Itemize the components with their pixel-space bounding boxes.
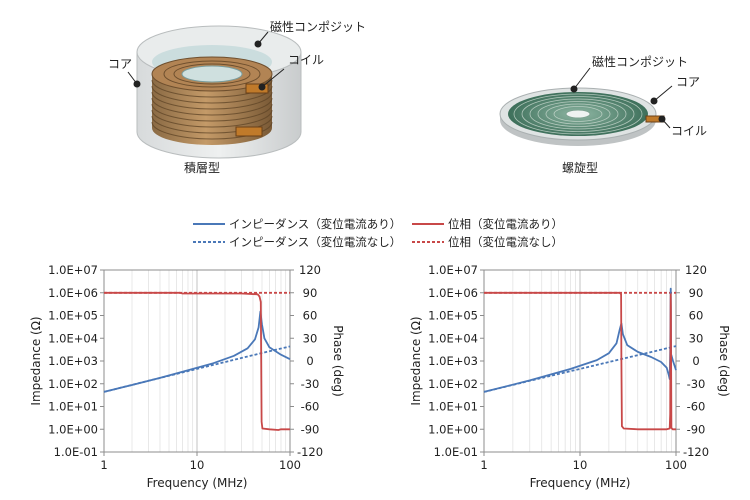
chart1-series-phase-solid (104, 291, 290, 431)
stacked-coil-illustration (136, 25, 302, 159)
stacked-label-composite: 磁性コンポジット (270, 19, 366, 34)
chart-legend: インピーダンス（変位電流あり） インピーダンス（変位電流なし） 位相（変位電流あ… (193, 217, 563, 249)
chart1-ytick-left-label: 1.0E+03 (48, 354, 98, 368)
chart2-series-phase-solid (484, 291, 676, 431)
chart2-ytick-right-label: -120 (683, 445, 709, 459)
chart1-ytick-right-label: -90 (301, 422, 320, 436)
chart2-series-impedance-dashed (483, 345, 677, 393)
spiral-coil-illustration (499, 87, 665, 146)
chart1-xtick-label: 10 (190, 458, 205, 472)
chart2-ytick-right-label: -90 (687, 422, 706, 436)
chart1-ytick-left-label: 1.0E+05 (48, 309, 98, 323)
chart2-xtick-label: 100 (665, 458, 687, 472)
chart1-ytick-right-label: 90 (303, 286, 318, 300)
chart2-ytick-left-label: 1.0E+03 (428, 354, 478, 368)
chart2-ytick-right-label: 120 (685, 263, 707, 277)
chart1-ytick-left-label: 1.0E+01 (48, 400, 98, 414)
chart1-ytick-right-label: 60 (303, 309, 318, 323)
stacked-label-leaders (127, 31, 285, 91)
legend-impedance-without-label: インピーダンス（変位電流なし） (229, 235, 401, 249)
chart2-ytick-left-label: 1.0E+01 (428, 400, 478, 414)
chart1-ylabel-left: Impedance (Ω) (29, 316, 43, 405)
spiral-windings (513, 93, 643, 135)
chart2-ytick-left-label: 1.0E+07 (428, 263, 478, 277)
impedance-phase-chart-spiral: 1.0E+07 1.0E+06 1.0E+05 1.0E+04 1.0E+03 1.0E+… (409, 263, 731, 490)
chart2-ylabel-left: Impedance (Ω) (409, 316, 423, 405)
stacked-label-coil: コイル (288, 53, 324, 67)
chart2-ytick-right-label: -60 (687, 400, 706, 414)
chart1-ytick-left-label: 1.0E+06 (48, 286, 98, 300)
stacked-label-core: コア (108, 57, 132, 71)
chart1-ytick-left-label: 1.0E+04 (48, 331, 98, 345)
chart2-ytick-right-label: 30 (689, 331, 704, 345)
chart1-ytick-left-label: 1.0E-01 (54, 445, 98, 459)
spiral-caption: 螺旋型 (562, 161, 598, 175)
chart1-ylabel-right: Phase (deg) (331, 325, 345, 397)
legend-phase-without-label: 位相（変位電流なし） (448, 235, 563, 249)
chart1-xlabel: Frequency (MHz) (147, 476, 248, 490)
chart1-ytick-left-label: 1.0E+02 (48, 377, 98, 391)
spiral-label-core: コア (676, 75, 700, 89)
chart2-xtick-label: 1 (480, 458, 487, 472)
chart1-ytick-right-label: 120 (299, 263, 321, 277)
chart1-ytick-right-label: 0 (306, 354, 313, 368)
spiral-label-composite: 磁性コンポジット (592, 54, 688, 69)
stacked-caption: 積層型 (184, 160, 220, 175)
chart1-ytick-right-label: -120 (297, 445, 323, 459)
chart2-xlabel: Frequency (MHz) (530, 476, 631, 490)
chart1-xtick-label: 100 (279, 458, 301, 472)
chart1-xtick-label: 1 (100, 458, 107, 472)
legend-phase-with-label: 位相（変位電流あり） (448, 217, 563, 231)
chart2-ytick-right-label: 0 (692, 354, 699, 368)
legend-impedance-with-label: インピーダンス（変位電流あり） (229, 217, 401, 231)
chart1-series-impedance-solid (103, 310, 291, 393)
chart2-ytick-left-label: 1.0E-01 (434, 445, 478, 459)
chart1-ytick-left-label: 1.0E+00 (48, 422, 98, 436)
chart2-ytick-right-label: 60 (689, 309, 704, 323)
chart2-ytick-left-label: 1.0E+00 (428, 422, 478, 436)
chart2-ytick-left-label: 1.0E+02 (428, 377, 478, 391)
spiral-label-leaders (570, 67, 673, 129)
chart1-ytick-right-label: -60 (301, 400, 320, 414)
chart2-ytick-left-label: 1.0E+04 (428, 331, 478, 345)
chart1-ytick-left-label: 1.0E+07 (48, 263, 98, 277)
chart2-ytick-left-label: 1.0E+06 (428, 286, 478, 300)
chart2-ylabel-right: Phase (deg) (717, 325, 731, 397)
chart1-ytick-right-label: -30 (301, 377, 320, 391)
chart2-xtick-label: 10 (573, 458, 588, 472)
chart2-ytick-left-label: 1.0E+05 (428, 309, 478, 323)
spiral-label-coil: コイル (671, 124, 707, 138)
chart1-ytick-right-label: 30 (303, 331, 318, 345)
impedance-phase-chart-stacked: 1.0E+07 1.0E+06 1.0E+05 1.0E+04 1.0E+03 1.0E+… (29, 263, 345, 490)
chart2-ytick-right-label: -30 (687, 377, 706, 391)
chart2-ytick-right-label: 90 (689, 286, 704, 300)
